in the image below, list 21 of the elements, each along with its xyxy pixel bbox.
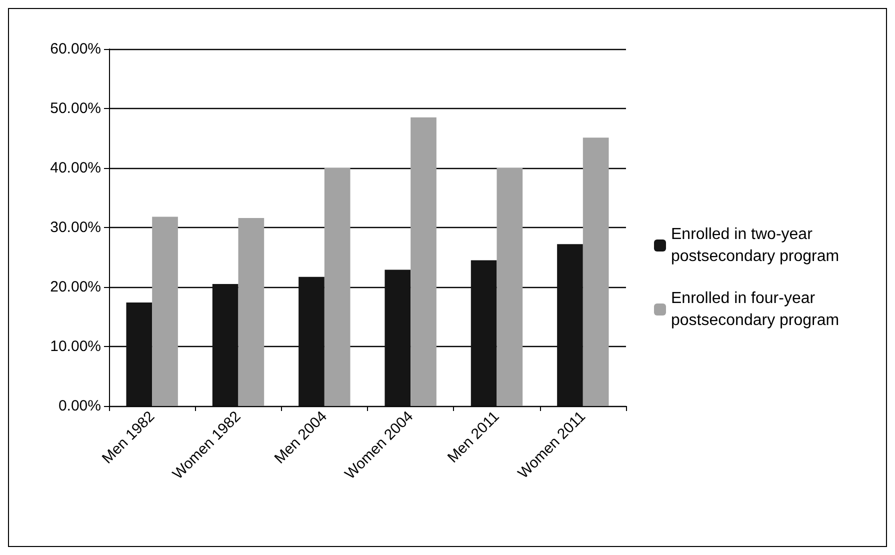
bar xyxy=(212,284,238,406)
y-tick-label: 40.00% xyxy=(50,160,101,176)
bar xyxy=(384,270,411,406)
y-tick-label: 0.00% xyxy=(58,398,101,414)
bar xyxy=(496,168,523,406)
y-tick-label: 30.00% xyxy=(50,219,101,236)
bar xyxy=(582,138,609,406)
y-tick-label: 20.00% xyxy=(50,278,101,296)
y-tick-label: 50.00% xyxy=(50,100,101,117)
bar xyxy=(152,216,178,406)
y-tick-label: 10.00% xyxy=(50,338,101,355)
bar xyxy=(126,302,152,406)
bar xyxy=(470,260,497,406)
bar xyxy=(410,117,436,406)
y-tick-label: 60.00% xyxy=(50,40,101,58)
bar xyxy=(324,168,350,406)
bar xyxy=(298,276,324,406)
legend-label: Enrolled in four-year postsecondary program xyxy=(671,290,840,329)
bar xyxy=(557,244,583,406)
legend-label: Enrolled in two-year postsecondary program xyxy=(671,226,840,265)
bar xyxy=(238,218,264,406)
